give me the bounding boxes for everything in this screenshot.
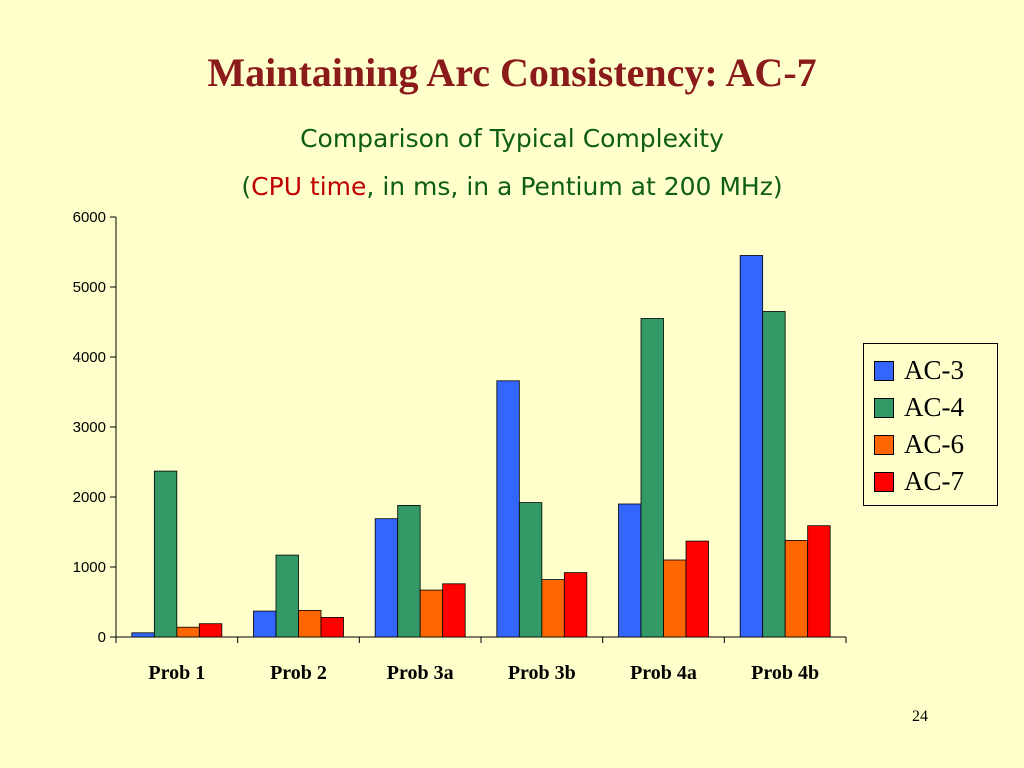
bar-ac-6-prob-1 bbox=[176, 626, 200, 638]
bar-ac-7-prob-4a bbox=[685, 540, 709, 638]
page-number: 24 bbox=[912, 708, 928, 725]
bar-ac-3-prob-3b bbox=[496, 380, 520, 638]
y-tick-label: 1000 bbox=[73, 559, 106, 576]
legend-swatch bbox=[874, 397, 894, 418]
bar-ac-3-prob-3a bbox=[374, 518, 399, 638]
bar-ac-7-prob-4b bbox=[807, 525, 831, 638]
legend-label: AC-6 bbox=[904, 429, 964, 459]
bar-ac-6-prob-4a bbox=[663, 559, 687, 638]
y-tick-label: 0 bbox=[98, 629, 106, 646]
legend-swatch bbox=[874, 434, 894, 455]
x-tick-label: Prob 4b bbox=[751, 662, 819, 684]
bar-ac-7-prob-3b bbox=[563, 572, 588, 638]
legend-label: AC-7 bbox=[904, 466, 964, 496]
bar-ac-6-prob-2 bbox=[298, 610, 322, 638]
bar-ac-4-prob-1 bbox=[153, 470, 178, 638]
subtitle-highlight: CPU time bbox=[251, 172, 367, 201]
bar-ac-3-prob-4a bbox=[618, 503, 642, 638]
bar-ac-7-prob-3a bbox=[442, 583, 466, 638]
bar-ac-4-prob-4a bbox=[640, 318, 664, 638]
bar-ac-7-prob-1 bbox=[198, 623, 223, 638]
bar-ac-3-prob-4b bbox=[739, 255, 764, 638]
bar-ac-6-prob-3b bbox=[541, 579, 565, 638]
y-tick-label: 5000 bbox=[73, 279, 106, 296]
legend-item: AC-6 bbox=[874, 426, 997, 463]
bar-ac-6-prob-3a bbox=[419, 589, 444, 638]
x-tick-label: Prob 3a bbox=[387, 662, 454, 684]
subtitle-rest: , in ms, in a Pentium at 200 MHz) bbox=[366, 172, 783, 201]
legend-item: AC-4 bbox=[874, 389, 997, 426]
y-tick-label: 4000 bbox=[73, 349, 106, 366]
legend-item: AC-7 bbox=[874, 463, 997, 500]
legend-swatch bbox=[874, 471, 894, 492]
x-tick-label: Prob 2 bbox=[270, 662, 327, 684]
bar-ac-3-prob-2 bbox=[253, 610, 277, 638]
bar-ac-6-prob-4b bbox=[784, 540, 809, 638]
chart-title: Comparison of Typical Complexity bbox=[300, 124, 724, 153]
slide-title: Maintaining Arc Consistency: AC-7 bbox=[207, 50, 817, 95]
x-tick-label: Prob 3b bbox=[508, 662, 576, 684]
legend-swatch bbox=[874, 360, 894, 381]
x-tick-label: Prob 1 bbox=[148, 662, 205, 684]
bar-ac-4-prob-2 bbox=[275, 554, 299, 638]
y-tick-label: 6000 bbox=[73, 209, 106, 226]
x-tick-label: Prob 4a bbox=[630, 662, 697, 684]
chart-legend: AC-3 AC-4 AC-6 AC-7 bbox=[863, 343, 998, 506]
legend-item: AC-3 bbox=[874, 352, 997, 389]
bar-ac-4-prob-3b bbox=[518, 502, 543, 638]
subtitle-open: ( bbox=[241, 172, 252, 201]
y-tick-label: 2000 bbox=[73, 489, 106, 506]
bar-ac-7-prob-2 bbox=[320, 617, 344, 638]
bar-ac-4-prob-4b bbox=[762, 311, 786, 638]
chart-subtitle: (CPU time, in ms, in a Pentium at 200 MH… bbox=[0, 170, 1024, 204]
legend-label: AC-4 bbox=[904, 392, 964, 422]
bar-ac-3-prob-1 bbox=[131, 632, 155, 638]
legend-label: AC-3 bbox=[904, 355, 964, 385]
bar-ac-4-prob-3a bbox=[397, 504, 421, 638]
y-tick-label: 3000 bbox=[73, 419, 106, 436]
